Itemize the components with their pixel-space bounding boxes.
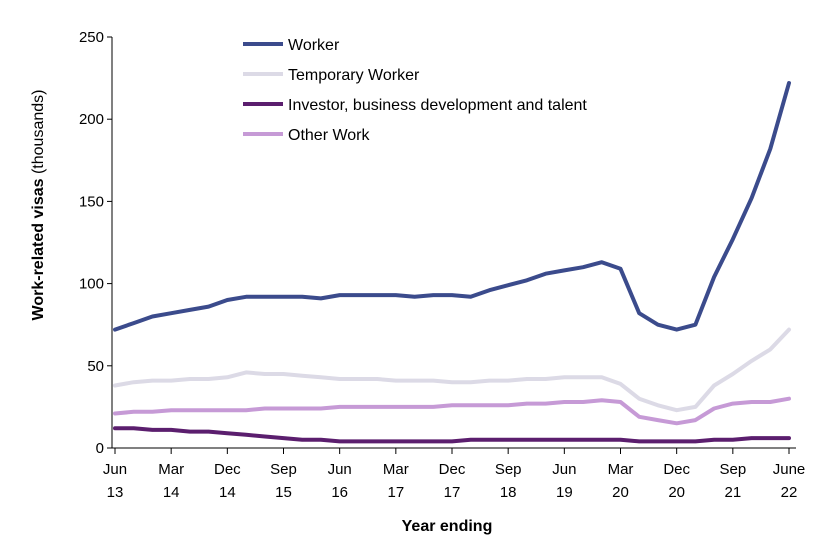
x-axis-ticks: Jun 13 Mar 14 Dec 14 Sep 15 Jun 16 Mar 17 Dec 17 Sep 18…: [103, 448, 805, 501]
x-tick-label-month: Dec: [439, 461, 466, 478]
x-tick-label-year: 18: [500, 484, 517, 501]
x-tick-label-month: Jun: [328, 461, 352, 478]
x-tick-label-month: June: [773, 461, 806, 478]
y-tick-label: 200: [79, 111, 104, 128]
x-tick-label-year: 15: [275, 484, 292, 501]
x-tick-label: Dec 20: [663, 461, 690, 501]
x-tick-label: Mar 14: [158, 461, 184, 501]
x-tick-label: Dec 14: [214, 461, 241, 501]
x-tick-label: Jun 16: [328, 461, 352, 501]
y-tick-label: 250: [79, 29, 104, 46]
legend-label: Worker: [288, 37, 340, 54]
axes: [111, 37, 796, 449]
y-tick-label: 100: [79, 276, 104, 293]
x-tick-label: Sep 18: [495, 461, 522, 501]
y-tick-label: 150: [79, 193, 104, 210]
x-tick-label: Jun 13: [103, 461, 127, 501]
y-tick-label: 0: [96, 440, 104, 457]
x-tick-label-year: 13: [107, 484, 124, 501]
y-axis-title-units: (thousands): [30, 90, 47, 179]
x-tick-label-year: 19: [556, 484, 573, 501]
x-tick-label: Dec 17: [439, 461, 466, 501]
x-axis-title: Year ending: [402, 518, 493, 535]
x-tick-label-month: Jun: [103, 461, 127, 478]
x-tick-label: Jun 19: [552, 461, 576, 501]
x-tick-label-month: Dec: [214, 461, 241, 478]
series-line-temporary-worker: [113, 327, 791, 413]
x-tick-label: June 22: [773, 461, 806, 501]
x-tick-label: Sep 15: [270, 461, 297, 501]
x-tick-label-month: Sep: [495, 461, 522, 478]
legend-label: Investor, business development and talen…: [288, 97, 587, 114]
x-tick-label-year: 17: [387, 484, 404, 501]
x-tick-label-month: Sep: [719, 461, 746, 478]
x-tick-label-year: 20: [612, 484, 629, 501]
x-tick-label-year: 20: [668, 484, 685, 501]
legend-label: Temporary Worker: [288, 67, 420, 84]
x-tick-label-year: 14: [163, 484, 180, 501]
x-tick-label-month: Mar: [158, 461, 184, 478]
x-tick-label-year: 21: [724, 484, 741, 501]
x-tick-label: Mar 20: [608, 461, 634, 501]
y-axis-title-main: Work-related visas: [30, 178, 47, 320]
x-tick-label-month: Mar: [383, 461, 409, 478]
x-tick-label: Mar 17: [383, 461, 409, 501]
x-tick-label-year: 22: [781, 484, 798, 501]
legend-label: Other Work: [288, 127, 371, 144]
series-line-investor-business-development-and-talent: [113, 426, 791, 444]
legend: Worker Temporary Worker Investor, business…: [243, 37, 587, 144]
x-tick-label-month: Dec: [663, 461, 690, 478]
series-lines: [113, 81, 791, 444]
series-line-worker: [113, 81, 791, 332]
x-tick-label-year: 17: [444, 484, 461, 501]
x-tick-label: Sep 21: [719, 461, 746, 501]
x-tick-label-month: Jun: [552, 461, 576, 478]
x-tick-label-month: Sep: [270, 461, 297, 478]
x-tick-label-month: Mar: [608, 461, 634, 478]
series-line-other-work: [113, 396, 791, 426]
y-axis-ticks: 0 50 100 150 200 250: [79, 29, 112, 457]
y-axis-title: Work-related visas (thousands): [30, 90, 47, 321]
x-tick-label-year: 14: [219, 484, 236, 501]
y-tick-label: 50: [87, 358, 104, 375]
x-tick-label-year: 16: [331, 484, 348, 501]
